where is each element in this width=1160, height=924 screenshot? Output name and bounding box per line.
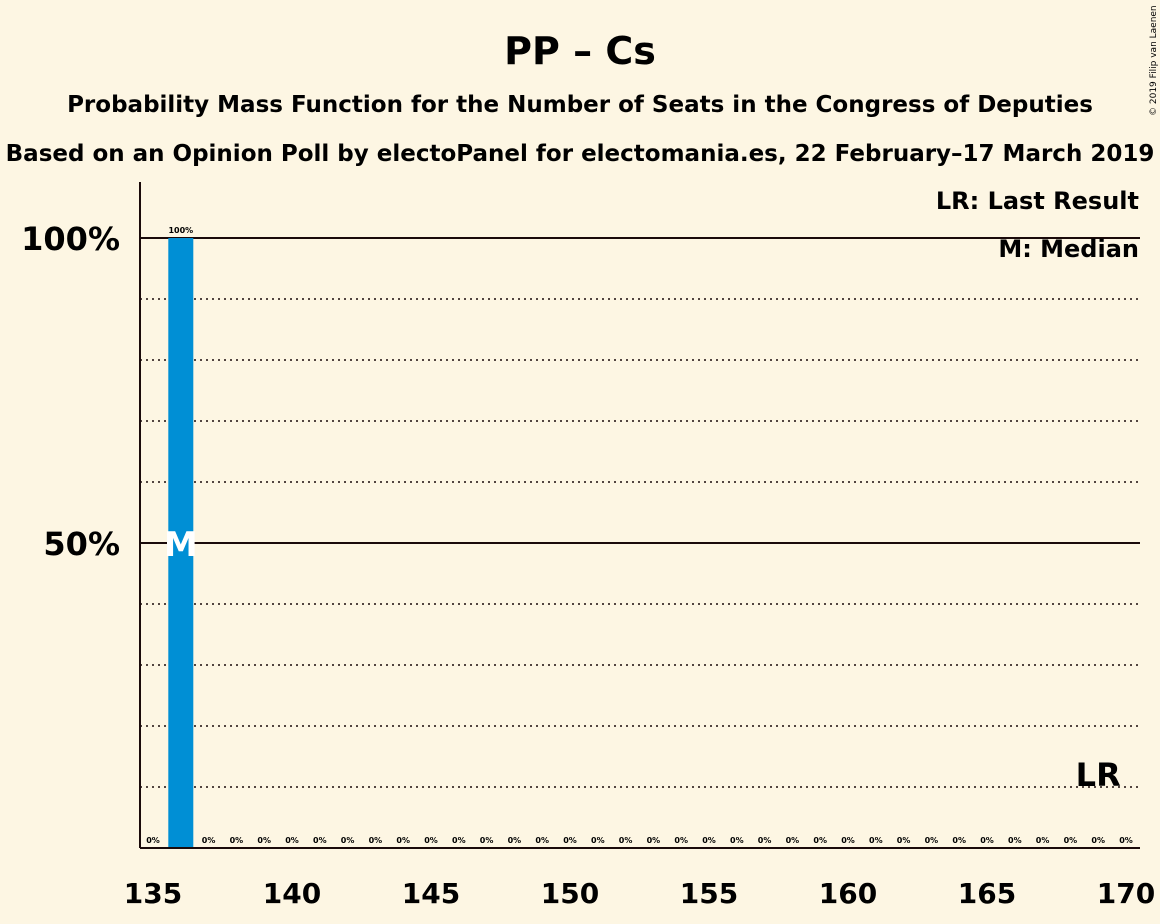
chart-subtitle-source: Based on an Opinion Poll by electoPanel … [6, 141, 1155, 167]
bar-value-label: 0% [591, 836, 605, 845]
bar-value-label: 0% [396, 836, 410, 845]
bar-value-label: 0% [369, 836, 383, 845]
bar-value-label: 0% [424, 836, 438, 845]
bar-value-label: 0% [257, 836, 271, 845]
bar-value-label: 0% [202, 836, 216, 845]
bar-value-label: 0% [508, 836, 522, 845]
x-tick-label: 145 [402, 877, 460, 910]
bar-value-label: 0% [1119, 836, 1133, 845]
bar-value-label: 0% [841, 836, 855, 845]
bar-value-label: 0% [897, 836, 911, 845]
value-labels: 0% 100% 0% 0% 0% 0% 0% 0% 0% 0% 0% 0% 0% 0% 0% 0% 0% 0% 0%… [146, 226, 1133, 845]
median-marker: M [164, 525, 198, 565]
bar-value-label: 0% [285, 836, 299, 845]
y-tick-label: 50% [43, 525, 120, 563]
bar-value-label: 0% [1008, 836, 1022, 845]
axes [139, 182, 1140, 849]
bar-value-label: 0% [619, 836, 633, 845]
x-tick-label: 135 [124, 877, 182, 910]
legend: LR: Last Result M: Median [936, 187, 1139, 263]
bar-value-label: 0% [647, 836, 661, 845]
bar [168, 238, 194, 848]
legend-entry: M: Median [998, 235, 1139, 263]
bar-value-label: 0% [452, 836, 466, 845]
bar-value-label: 0% [925, 836, 939, 845]
markers: M LR [164, 525, 1121, 794]
bar-value-label: 0% [341, 836, 355, 845]
bar-value-label: 0% [813, 836, 827, 845]
bar-value-label: 0% [702, 836, 716, 845]
bar-value-label: 100% [168, 226, 193, 235]
x-tick-label: 140 [263, 877, 321, 910]
x-tick-label: 155 [680, 877, 738, 910]
chart-subtitle: Probability Mass Function for the Number… [67, 92, 1093, 118]
bar-value-label: 0% [563, 836, 577, 845]
bar-value-label: 0% [480, 836, 494, 845]
bar-value-label: 0% [952, 836, 966, 845]
bar-value-label: 0% [146, 836, 160, 845]
x-tick-label: 165 [958, 877, 1016, 910]
x-tick-label: 160 [819, 877, 877, 910]
last-result-marker: LR [1076, 756, 1121, 794]
bars [168, 238, 194, 848]
chart-title: PP – Cs [504, 29, 656, 73]
bar-value-label: 0% [313, 836, 327, 845]
bar-value-label: 0% [674, 836, 688, 845]
y-axis-ticks: 50% 100% [21, 220, 120, 563]
bar-value-label: 0% [1036, 836, 1050, 845]
gridlines [140, 237, 1140, 788]
x-tick-label: 150 [541, 877, 599, 910]
bar-value-label: 0% [786, 836, 800, 845]
bar-value-label: 0% [230, 836, 244, 845]
bar-value-label: 0% [869, 836, 883, 845]
copyright-text: © 2019 Filip van Laenen [1149, 5, 1159, 116]
bar-value-label: 0% [980, 836, 994, 845]
bar-value-label: 0% [758, 836, 772, 845]
bar-value-label: 0% [730, 836, 744, 845]
x-axis-ticks: 135 140 145 150 155 160 165 170 [124, 877, 1155, 910]
bar-value-label: 0% [535, 836, 549, 845]
x-tick-label: 170 [1097, 877, 1155, 910]
legend-entry: LR: Last Result [936, 187, 1139, 215]
y-tick-label: 100% [21, 220, 120, 258]
bar-value-label: 0% [1064, 836, 1078, 845]
bar-value-label: 0% [1091, 836, 1105, 845]
